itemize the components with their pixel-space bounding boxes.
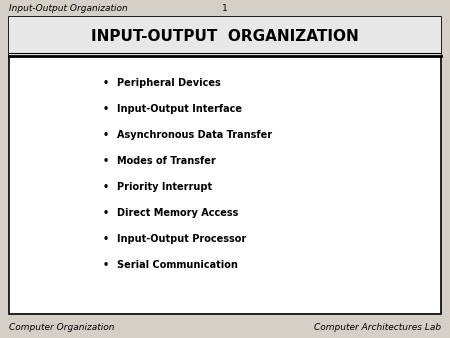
Text: •: • [103, 208, 109, 218]
Text: •: • [103, 182, 109, 192]
Text: •: • [103, 78, 109, 88]
Text: INPUT-OUTPUT  ORGANIZATION: INPUT-OUTPUT ORGANIZATION [91, 29, 359, 44]
Text: Priority Interrupt: Priority Interrupt [117, 182, 212, 192]
Text: •: • [103, 130, 109, 140]
Text: •: • [103, 156, 109, 166]
Bar [9, 17, 441, 314]
Text: 1: 1 [222, 4, 228, 13]
Text: Direct Memory Access: Direct Memory Access [117, 208, 238, 218]
Text: Computer Architectures Lab: Computer Architectures Lab [314, 323, 441, 332]
Text: •: • [103, 260, 109, 270]
Text: Input-Output Processor: Input-Output Processor [117, 234, 246, 244]
Text: Asynchronous Data Transfer: Asynchronous Data Transfer [117, 130, 272, 140]
Text: •: • [103, 104, 109, 114]
Text: Serial Communication: Serial Communication [117, 260, 238, 270]
Text: Modes of Transfer: Modes of Transfer [117, 156, 216, 166]
Text: Input-Output Organization: Input-Output Organization [9, 4, 128, 13]
Text: •: • [103, 234, 109, 244]
Text: Input-Output Interface: Input-Output Interface [117, 104, 242, 114]
Text: Computer Organization: Computer Organization [9, 323, 114, 332]
Bar [9, 17, 441, 56]
Text: Peripheral Devices: Peripheral Devices [117, 78, 221, 88]
